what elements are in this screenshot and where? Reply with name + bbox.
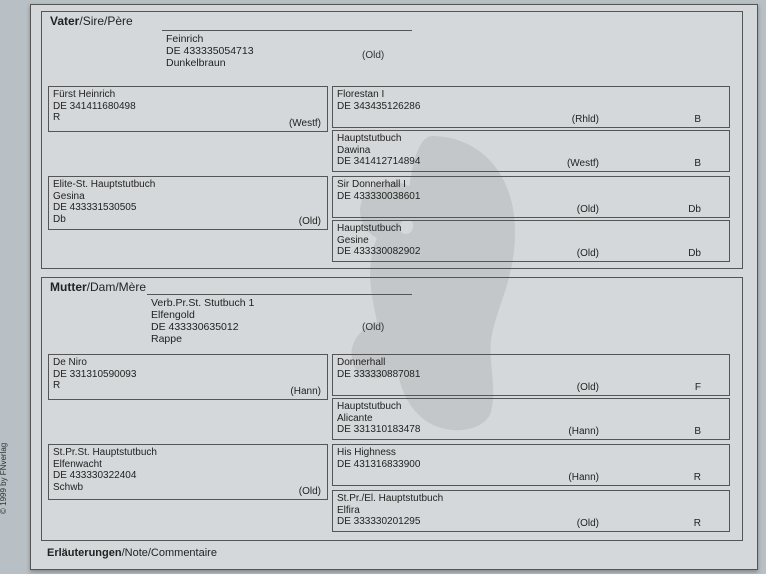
horse-title: St.Pr.St. Hauptstutbuch [53, 447, 323, 459]
sire-gen2b: Elite-St. Hauptstutbuch Gesina DE 433331… [48, 176, 328, 230]
horse-name: Alicante [337, 413, 725, 425]
horse-name: Gesine [337, 235, 725, 247]
sire-gen3a: Florestan I DE 343435126286 (Rhld) B [332, 86, 730, 128]
horse-title: Hauptstutbuch [337, 401, 725, 413]
color-tag: Db [688, 248, 701, 260]
horse-id: DE 433330082902 [337, 246, 725, 258]
sire-gen3d: Hauptstutbuch Gesine DE 433330082902 (Ol… [332, 220, 730, 262]
color-tag: B [694, 158, 701, 170]
studbook-tag: (Old) [577, 518, 599, 530]
horse-title: Verb.Pr.St. Stutbuch 1 [151, 297, 408, 309]
horse-id: DE 341411680498 [53, 101, 323, 113]
studbook-tag: (Hann) [568, 472, 599, 484]
studbook-tag: (Hann) [290, 386, 321, 398]
studbook-tag: (Old) [577, 204, 599, 216]
horse-name: Florestan I [337, 89, 725, 101]
sire-header: Vater/Sire/Père [42, 12, 742, 30]
dam-gen1: Verb.Pr.St. Stutbuch 1 Elfengold DE 4333… [147, 294, 412, 344]
horse-color: Rappe [151, 333, 408, 345]
studbook-tag: (Old) [299, 486, 321, 498]
horse-color: Schwb [53, 482, 323, 494]
dam-gen3a: Donnerhall DE 333330887081 (Old) F [332, 354, 730, 396]
horse-color: R [53, 112, 323, 124]
dam-gen2a: De Niro DE 331310590093 R (Hann) [48, 354, 328, 400]
color-tag: R [694, 472, 701, 484]
dam-section: Mutter/Dam/Mère Verb.Pr.St. Stutbuch 1 E… [41, 277, 743, 541]
horse-title: St.Pr./El. Hauptstutbuch [337, 493, 725, 505]
studbook-tag: (Old) [362, 50, 384, 61]
footer-notes: Erläuterungen/Note/Commentaire [47, 547, 217, 559]
copyright-text: © 1999 by FNverlag [0, 443, 8, 514]
pedigree-document: Vater/Sire/Père Feinrich DE 433335054713… [30, 4, 758, 570]
horse-title: Hauptstutbuch [337, 223, 725, 235]
horse-id: DE 431316833900 [337, 459, 725, 471]
color-tag: Db [688, 204, 701, 216]
studbook-tag: (Rhld) [572, 114, 599, 126]
horse-name: Dawina [337, 145, 725, 157]
horse-name: Elfira [337, 505, 725, 517]
studbook-tag: (Old) [577, 248, 599, 260]
dam-gen3b: Hauptstutbuch Alicante DE 331310183478 (… [332, 398, 730, 440]
horse-name: Donnerhall [337, 357, 725, 369]
color-tag: F [695, 382, 701, 394]
horse-name: Feinrich [166, 33, 408, 45]
horse-id: DE 433330322404 [53, 470, 323, 482]
horse-id: DE 331310590093 [53, 369, 323, 381]
sire-gen3c: Sir Donnerhall I DE 433330038601 (Old) D… [332, 176, 730, 218]
horse-name: Fürst Heinrich [53, 89, 323, 101]
horse-color: R [53, 380, 323, 392]
horse-name: Elfengold [151, 309, 408, 321]
studbook-tag: (Old) [362, 322, 384, 333]
color-tag: B [694, 114, 701, 126]
horse-color: Db [53, 214, 323, 226]
sire-gen3b: Hauptstutbuch Dawina DE 341412714894 (We… [332, 130, 730, 172]
studbook-tag: (Old) [299, 216, 321, 228]
horse-name: Gesina [53, 191, 323, 203]
studbook-tag: (Hann) [568, 426, 599, 438]
horse-name: Sir Donnerhall I [337, 179, 725, 191]
horse-id: DE 341412714894 [337, 156, 725, 168]
horse-title: Hauptstutbuch [337, 133, 725, 145]
horse-id: DE 333330887081 [337, 369, 725, 381]
sire-section: Vater/Sire/Père Feinrich DE 433335054713… [41, 11, 743, 269]
horse-title: Elite-St. Hauptstutbuch [53, 179, 323, 191]
studbook-tag: (Old) [577, 382, 599, 394]
sire-gen2a: Fürst Heinrich DE 341411680498 R (Westf) [48, 86, 328, 132]
color-tag: B [694, 426, 701, 438]
studbook-tag: (Westf) [289, 118, 321, 130]
horse-id: DE 433331530505 [53, 202, 323, 214]
dam-gen3c: His Highness DE 431316833900 (Hann) R [332, 444, 730, 486]
horse-name: De Niro [53, 357, 323, 369]
horse-id: DE 433330038601 [337, 191, 725, 203]
dam-gen2b: St.Pr.St. Hauptstutbuch Elfenwacht DE 43… [48, 444, 328, 500]
color-tag: R [694, 518, 701, 530]
horse-name: Elfenwacht [53, 459, 323, 471]
studbook-tag: (Westf) [567, 158, 599, 170]
horse-id: DE 333330201295 [337, 516, 725, 528]
horse-name: His Highness [337, 447, 725, 459]
horse-id: DE 331310183478 [337, 424, 725, 436]
dam-gen3d: St.Pr./El. Hauptstutbuch Elfira DE 33333… [332, 490, 730, 532]
horse-id: DE 343435126286 [337, 101, 725, 113]
